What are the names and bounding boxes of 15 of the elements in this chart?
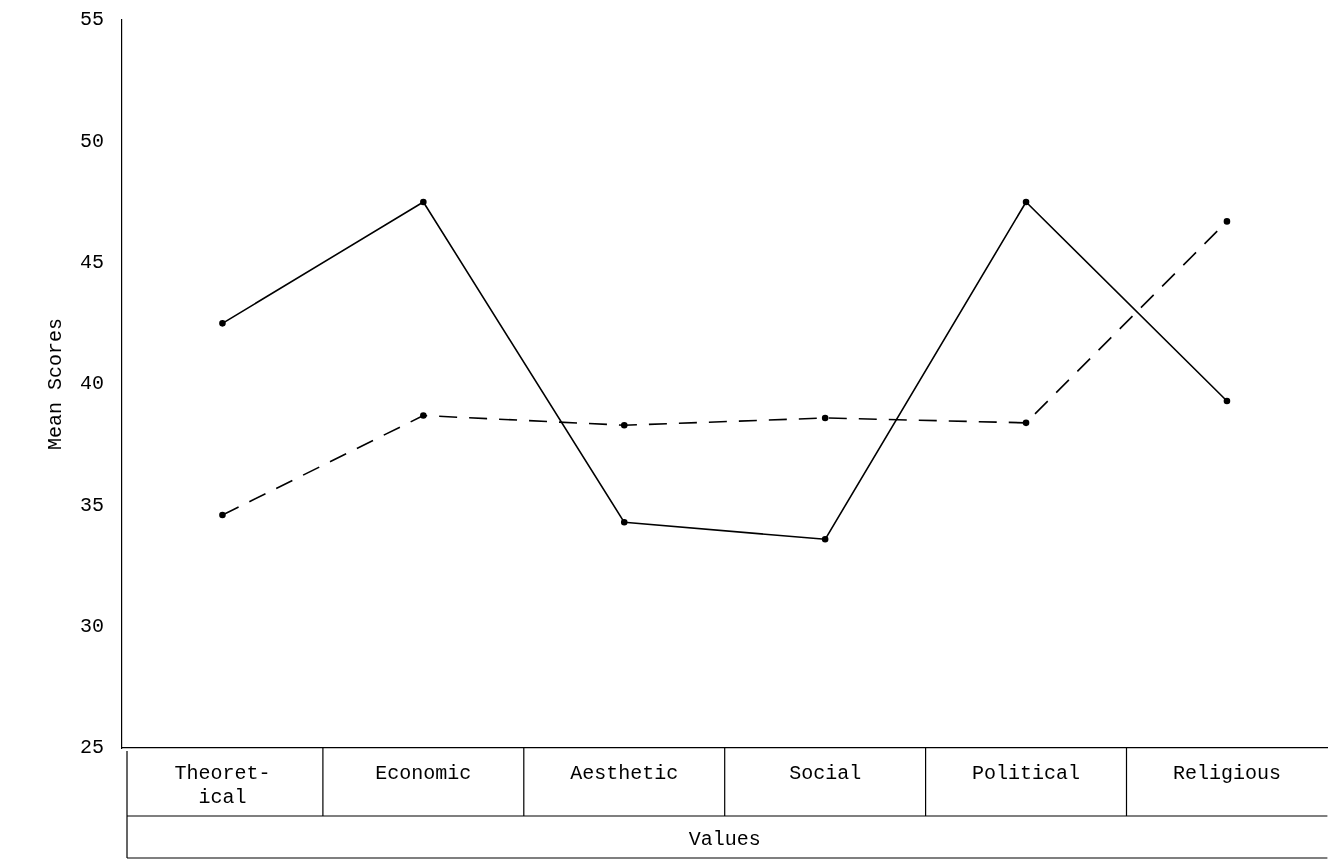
y-tick-label: 30 [79, 614, 104, 638]
y-tick-label: 25 [79, 736, 104, 760]
y-tick-label: 35 [79, 493, 104, 517]
y-tick-label: 40 [79, 372, 104, 396]
x-tick-label: Social [789, 762, 862, 786]
x-tick-label: Economic [375, 762, 472, 786]
y-axis-title: Mean Scores [44, 317, 68, 451]
y-tick-label: 45 [79, 250, 104, 274]
y-tick-label: 55 [79, 8, 104, 32]
y-tick-label: 50 [79, 129, 104, 153]
x-tick-label: Aesthetic [570, 762, 679, 786]
x-tick-label: Religious [1172, 762, 1281, 786]
x-axis-title: Values [688, 828, 761, 852]
x-tick-label: Theoret- ical [174, 762, 271, 810]
x-tick-label: Political [972, 762, 1081, 786]
